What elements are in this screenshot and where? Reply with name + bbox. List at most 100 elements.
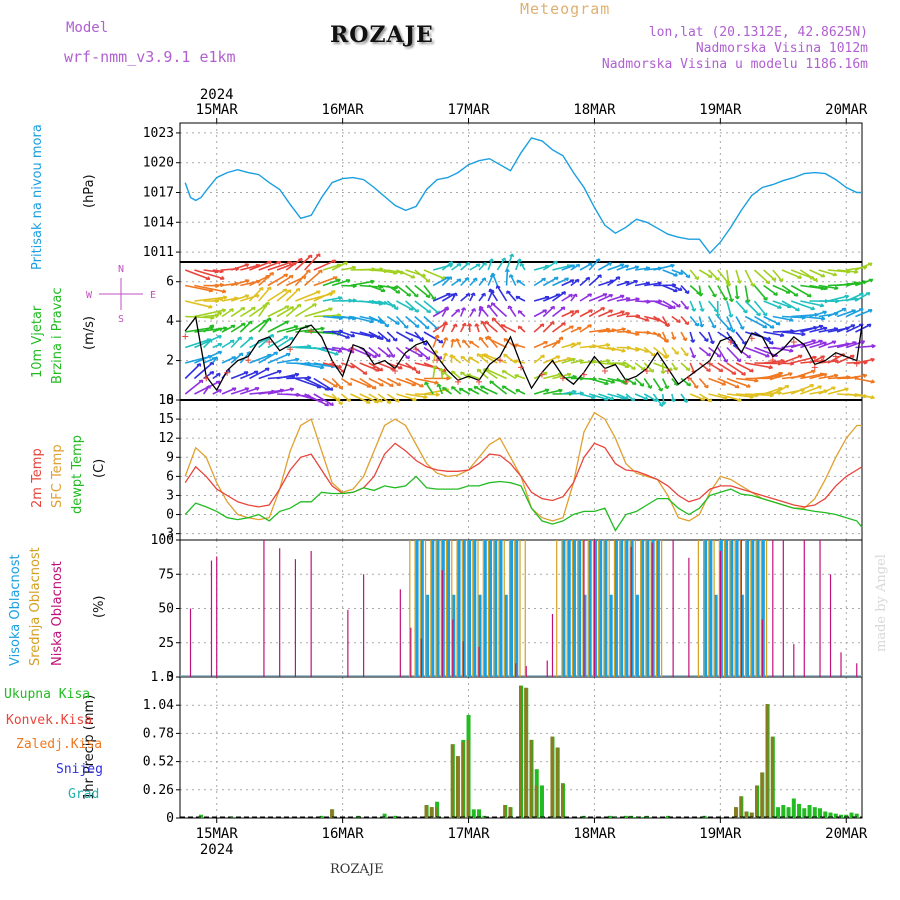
wind-arrowhead <box>722 297 728 301</box>
wind-arrowhead <box>464 276 470 281</box>
precip-convective-bar <box>760 772 764 818</box>
wind-arrowhead <box>468 340 474 345</box>
wind-arrowhead <box>424 325 430 330</box>
precip-total-bar <box>849 812 854 818</box>
wind-arrow <box>396 331 414 342</box>
wind-arrowhead <box>206 385 211 389</box>
wind-arrowhead <box>762 312 768 317</box>
wind-arrowhead <box>282 288 288 293</box>
wind-arrow <box>561 325 574 333</box>
wind-arrowhead <box>775 321 781 326</box>
wind-arrowhead <box>458 387 464 392</box>
wind-arrowhead <box>447 276 453 280</box>
legend-graupel: Grad <box>68 787 100 802</box>
wind-arrowhead <box>820 273 826 278</box>
wind-arrow <box>533 340 548 349</box>
wind-arrowhead <box>577 326 582 331</box>
wind-arrowhead <box>423 394 428 399</box>
wind-arrowhead <box>671 305 676 310</box>
wind-arrow <box>286 376 312 380</box>
wind-arrowhead <box>809 384 815 388</box>
wind-arrow <box>542 321 555 333</box>
wind-arrowhead <box>230 324 236 329</box>
wind-arrow <box>799 269 818 282</box>
wind-arrowhead <box>267 260 272 265</box>
wind-arrowhead <box>461 307 467 311</box>
wind-arrow <box>772 269 784 282</box>
wind-arrow <box>506 290 517 302</box>
wind-arrowhead <box>822 373 828 378</box>
wind-arrow <box>707 285 717 298</box>
wind-arrowhead <box>244 294 250 299</box>
y-tick-label: 18 <box>158 393 174 408</box>
wind-arrowhead <box>240 306 246 311</box>
wind-arrow <box>267 352 291 364</box>
day-label-top: 16MAR <box>322 102 365 118</box>
wind-arrow <box>230 336 242 349</box>
wind-arrow <box>598 377 615 384</box>
wind-arrow <box>717 315 731 331</box>
wind-arrow <box>533 309 547 318</box>
wind-arrowhead <box>413 293 419 298</box>
wind-arrow <box>240 370 259 380</box>
wind-arrow <box>484 367 507 380</box>
wind-arrowhead <box>693 385 699 389</box>
wind-arrow <box>194 335 222 349</box>
y-tick-label: 100 <box>151 533 174 548</box>
wind-arrowhead <box>283 273 289 278</box>
wind-arrow <box>634 362 646 371</box>
wind-arrowhead <box>503 337 509 342</box>
wind-arrowhead <box>366 400 371 404</box>
wind-arrow <box>350 393 371 404</box>
wind-arrowhead <box>773 292 778 296</box>
wind-arrowhead <box>699 308 705 312</box>
wind-arrow <box>230 371 249 380</box>
wind-arrow <box>386 393 400 403</box>
wind-arrow <box>368 377 384 387</box>
wind-arrowhead <box>703 338 709 342</box>
wind-arrowhead <box>467 387 473 392</box>
wind-arrow <box>341 331 355 338</box>
wind-arrow <box>561 293 573 302</box>
wind-arrow <box>396 393 417 401</box>
wind-arrowhead <box>385 338 391 343</box>
wind-arrow <box>258 351 278 364</box>
wind-arrowhead <box>771 277 777 282</box>
wind-arrowhead <box>215 380 221 385</box>
wind-arrowhead <box>312 303 317 307</box>
wind-arrow <box>341 315 357 320</box>
wind-arrow <box>735 362 754 373</box>
wind-arrow <box>763 387 783 395</box>
wind-arrowhead <box>703 384 709 389</box>
wind-arrow <box>616 362 630 368</box>
temp-2m-line <box>184 442 863 508</box>
precip-total-bar <box>319 815 324 818</box>
wind-arrowhead <box>779 332 785 338</box>
wind-arrow <box>533 388 550 395</box>
wind-arrow <box>855 377 875 383</box>
wind-arrow <box>489 288 499 302</box>
wind-arrow <box>662 284 678 293</box>
wind-arrow <box>533 323 545 333</box>
model-altitude: Nadmorska Visina u modelu 1186.16m <box>601 57 868 72</box>
wind-arrowhead <box>450 338 456 343</box>
wind-arrowhead <box>435 392 440 397</box>
wind-arrow <box>763 315 781 326</box>
y-tick-label: -3 <box>158 527 174 542</box>
wind-arrow <box>483 353 507 364</box>
precip-convective-bar <box>529 739 533 818</box>
y-tick-label: 0.52 <box>143 755 174 770</box>
wind-arrow <box>625 297 640 302</box>
wind-arrow <box>643 393 658 402</box>
wind-arrowhead <box>374 399 379 404</box>
wind-arrowhead <box>379 382 384 387</box>
wind-arrowhead <box>850 324 856 329</box>
wind-arrowhead <box>810 306 816 311</box>
y-tick-label: 4 <box>166 314 174 329</box>
wind-arrow <box>485 336 507 349</box>
y-tick-label: 1011 <box>143 245 174 260</box>
wind-arrow <box>368 284 386 293</box>
wind-arrowhead <box>484 336 490 341</box>
wind-arrowhead <box>762 324 768 329</box>
wind-arrow <box>543 389 563 395</box>
